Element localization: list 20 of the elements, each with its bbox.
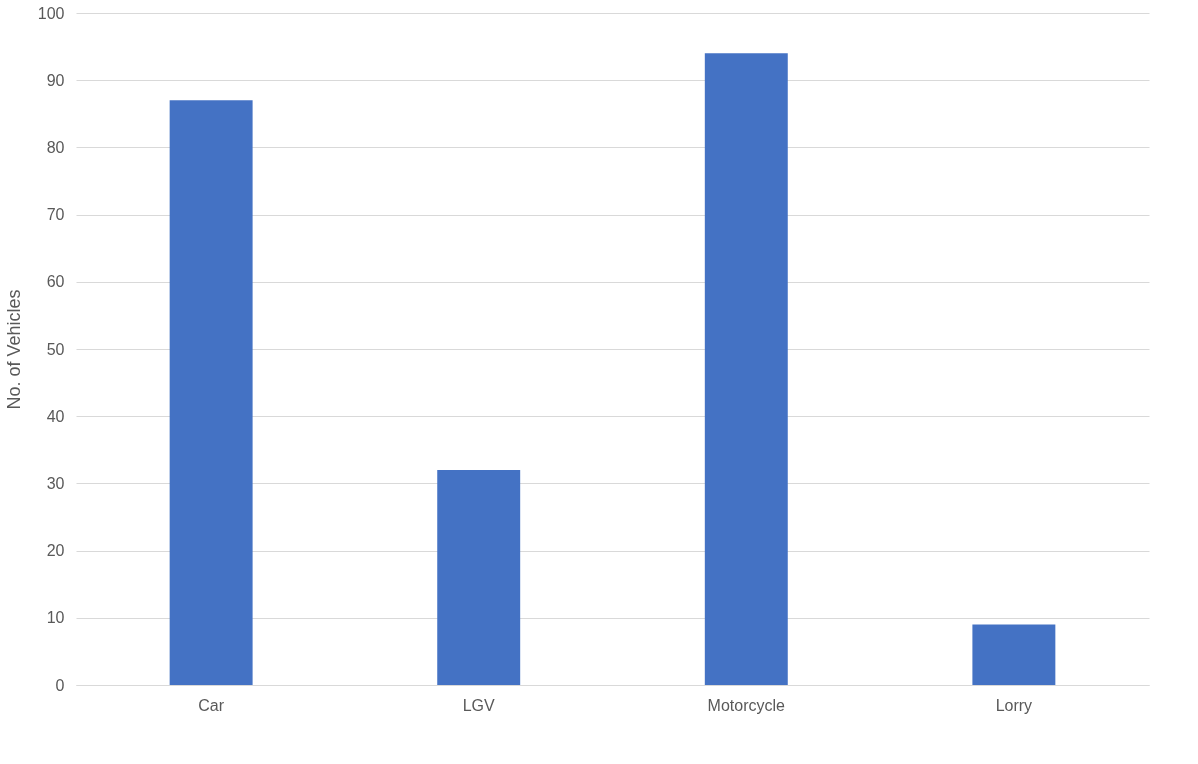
y-tick-label: 30	[46, 474, 65, 492]
y-tick-label: 0	[55, 676, 65, 694]
y-tick-label: 70	[46, 206, 65, 224]
y-axis-title: No. of Vehicles	[3, 289, 24, 410]
x-tick-label: LGV	[462, 696, 496, 714]
y-tick-label: 90	[46, 71, 65, 89]
y-tick-label: 80	[46, 138, 65, 156]
bar	[704, 53, 788, 685]
y-tick-label: 50	[46, 340, 65, 358]
y-tick-label: 20	[46, 542, 65, 560]
x-tick-label: Motorcycle	[707, 696, 786, 714]
bar	[437, 469, 521, 685]
x-tick-label: Car	[198, 696, 225, 714]
y-tick-label: 100	[37, 4, 65, 22]
x-tick-label: Lorry	[995, 696, 1033, 714]
bar	[972, 624, 1056, 685]
y-tick-label: 60	[46, 273, 65, 291]
y-tick-label: 40	[46, 407, 65, 425]
bar	[169, 100, 253, 685]
y-tick-label: 10	[46, 609, 65, 627]
